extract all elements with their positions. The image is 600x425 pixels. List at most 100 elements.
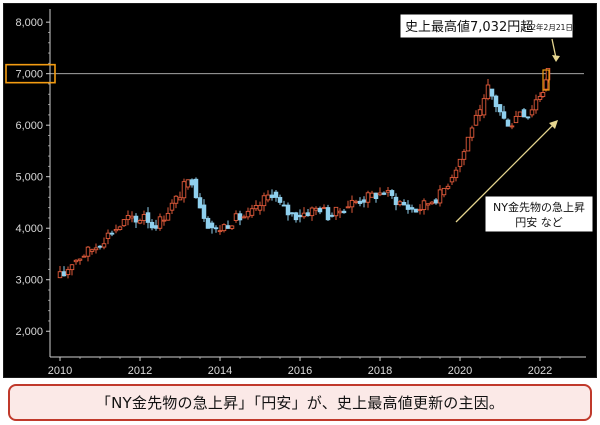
candle-body <box>325 207 331 221</box>
chart-panel: 2,000 3,000 4,000 5,000 6,000 7,000 8,000 2010… <box>3 3 597 378</box>
y-tick-label: 7,000 <box>15 69 43 81</box>
candle-body <box>489 88 495 97</box>
candle-body <box>181 181 187 199</box>
candle-body <box>409 207 415 210</box>
x-tick-label: 2022 <box>528 365 552 377</box>
candle-body <box>537 96 543 100</box>
candle-body <box>149 221 155 229</box>
candle-body <box>513 115 519 124</box>
axis-lines <box>49 9 586 358</box>
candle-body <box>129 215 135 219</box>
candle-body <box>81 255 87 258</box>
record-high-label: 史上最高値7,032円超 <box>405 19 533 35</box>
candle-body <box>381 192 387 195</box>
candle-body <box>161 219 167 222</box>
candle-body <box>533 99 539 111</box>
x-tick-label: 2020 <box>448 365 472 377</box>
candle-body <box>337 210 343 214</box>
candle-body <box>245 210 251 218</box>
candle-body <box>157 216 163 229</box>
candle-body <box>109 232 115 235</box>
record-high-arrow <box>551 38 557 59</box>
candle-body <box>317 207 323 213</box>
candle-body <box>285 204 291 216</box>
candle-body <box>277 196 283 203</box>
candle-body <box>529 109 535 116</box>
candle-body <box>509 125 515 128</box>
candle-body <box>265 194 271 201</box>
highlight-level-group <box>5 63 584 84</box>
candle-body <box>457 158 463 167</box>
candle-body <box>197 197 203 209</box>
highlight-level-box <box>5 63 56 84</box>
candle-body <box>441 187 447 196</box>
candle-body <box>417 209 423 212</box>
candle-body <box>173 195 179 204</box>
candles <box>57 67 551 279</box>
drivers-arrowhead <box>549 120 558 129</box>
candle-body <box>425 203 431 206</box>
candle-body <box>233 213 239 221</box>
y-tick-label: 4,000 <box>15 223 43 235</box>
candle-body <box>297 214 303 218</box>
candle-body <box>133 215 139 223</box>
candle-body <box>313 207 319 211</box>
candle-body <box>121 219 127 227</box>
record-high-box <box>399 13 574 39</box>
candle-body <box>281 204 287 207</box>
y-tick-label: 6,000 <box>15 120 43 132</box>
candle-body <box>377 192 383 196</box>
candle-body <box>77 258 83 261</box>
candle-body <box>481 98 487 116</box>
drivers-line1: NY金先物の急上昇 <box>493 200 585 214</box>
drivers-box <box>484 195 594 233</box>
y-tick-label: 8,000 <box>15 17 43 29</box>
candle-body <box>137 220 143 224</box>
candle-body <box>105 232 111 239</box>
candle-body <box>449 177 455 183</box>
x-tick-label: 2012 <box>128 365 152 377</box>
y-tick-label: 3,000 <box>15 275 43 287</box>
candle-body <box>261 195 267 207</box>
candle-body <box>349 199 355 208</box>
candle-body <box>237 213 243 221</box>
candle-body <box>405 204 411 210</box>
candle-body <box>497 104 503 113</box>
candle-body <box>477 109 483 116</box>
candle-body <box>225 225 231 229</box>
candle-body <box>65 269 71 276</box>
candle-body <box>493 95 499 108</box>
candle-body <box>153 225 159 229</box>
y-tick-label: 2,000 <box>15 326 43 338</box>
candle-body <box>345 206 351 209</box>
candle-body <box>97 245 103 248</box>
candle-body <box>393 196 399 206</box>
drivers-line2: 円安 など <box>515 215 563 229</box>
candle-body <box>193 178 199 199</box>
peak-marker <box>542 69 550 91</box>
candle-body <box>397 201 403 206</box>
candle-body <box>517 111 523 117</box>
x-tick-label: 2014 <box>208 365 232 377</box>
candle-body <box>461 151 467 160</box>
candle-body <box>453 169 459 179</box>
y-tick-label: 5,000 <box>15 172 43 184</box>
candle-body <box>437 189 443 204</box>
candle-body <box>525 116 531 119</box>
record-high-arrowhead <box>552 55 560 62</box>
candle-body <box>321 207 327 210</box>
candle-body <box>389 190 395 196</box>
candle-body <box>521 109 527 118</box>
candle-body <box>385 190 391 193</box>
caption-text: 「NY金先物の急上昇」「円安」が、史上最高値更新の主因。 <box>95 394 505 412</box>
candle-body <box>401 202 407 206</box>
candle-body <box>73 259 79 263</box>
candle-body <box>543 79 549 90</box>
candle-body <box>61 271 67 277</box>
candle-body <box>301 212 307 218</box>
candle-body <box>169 202 175 211</box>
candle-body <box>249 208 255 216</box>
candle-body <box>357 200 363 204</box>
candle-body <box>365 192 371 203</box>
candle-body <box>177 197 183 201</box>
